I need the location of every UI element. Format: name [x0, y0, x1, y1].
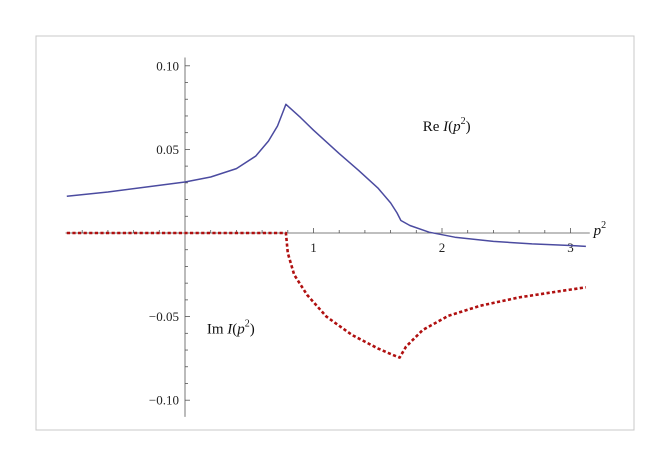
annotation-fn-italic: I	[226, 321, 233, 337]
annotation-fn-sup: 2	[245, 318, 250, 329]
y-tick-label: −0.05	[149, 309, 179, 324]
series-im-line	[66, 231, 587, 359]
annotation-fn-close: )	[250, 321, 255, 337]
annotation-fn-var: p	[452, 119, 461, 135]
series-layer	[66, 103, 587, 359]
x-tick-label: 3	[567, 240, 574, 255]
x-tick-label: 1	[310, 240, 317, 255]
y-tick-label: 0.05	[156, 142, 179, 157]
y-tick-label: −0.10	[149, 393, 179, 408]
series-re-line	[66, 103, 586, 248]
annotation-fn-paren: (	[448, 119, 453, 135]
annotation-fn-italic: I	[442, 119, 449, 135]
annotation-fn-close: )	[466, 119, 471, 135]
y-tick-label: 0.10	[156, 58, 179, 73]
x-tick-label: 2	[439, 240, 446, 255]
annotation-fn-main: Im	[207, 321, 227, 337]
x-axis-title-sup: 2	[601, 220, 606, 231]
annotation-fn-var: p	[236, 321, 245, 337]
annotation-im: Im I(p2)	[207, 318, 255, 337]
annotation-fn-main: Re	[423, 119, 443, 135]
annotation-re: Re I(p2)	[423, 116, 471, 135]
annotation-fn-sup: 2	[461, 116, 466, 127]
annotation-layer: Re I(p2)Im I(p2)	[207, 116, 471, 337]
annotation-fn-paren: (	[232, 321, 237, 337]
